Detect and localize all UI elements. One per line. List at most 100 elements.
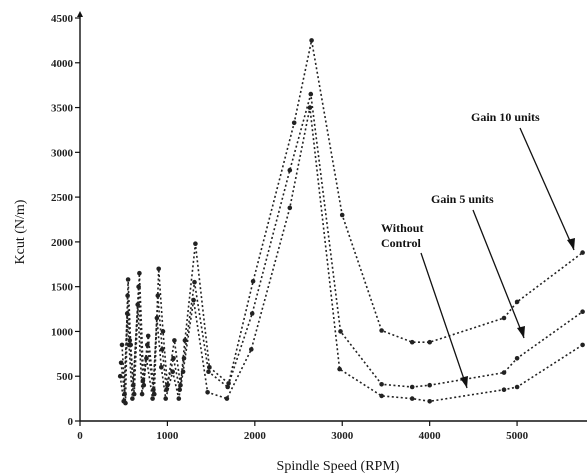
data-point xyxy=(308,91,314,97)
data-point xyxy=(159,365,164,370)
series-line-gain10 xyxy=(121,40,584,404)
x-tick-label: 4000 xyxy=(419,430,442,442)
data-point xyxy=(160,329,166,334)
data-point xyxy=(125,277,131,282)
data-point xyxy=(339,212,345,218)
y-axis-arrowhead xyxy=(77,11,83,17)
x-tick-label: 0 xyxy=(77,430,83,442)
data-point xyxy=(172,338,177,343)
data-point xyxy=(180,369,186,375)
data-point xyxy=(130,396,135,401)
data-point xyxy=(119,342,125,348)
data-point xyxy=(206,369,211,375)
data-point xyxy=(427,382,433,388)
data-point xyxy=(379,328,384,333)
data-point xyxy=(287,167,293,173)
arrow-without-control xyxy=(420,252,468,389)
y-tick-label: 1000 xyxy=(51,326,74,338)
data-point xyxy=(580,309,585,315)
annotation-without-line1: Without xyxy=(381,221,423,235)
data-point xyxy=(409,396,415,401)
data-point xyxy=(176,396,182,401)
arrow-gain5 xyxy=(472,209,525,339)
data-point xyxy=(145,333,151,339)
data-point xyxy=(205,390,210,395)
data-point xyxy=(287,205,293,211)
x-axis-title: Spindle Speed (RPM) xyxy=(277,459,400,474)
data-point xyxy=(249,347,254,352)
y-tick-label: 500 xyxy=(57,371,74,383)
data-point xyxy=(118,360,124,366)
data-point xyxy=(226,381,231,386)
data-point xyxy=(307,105,313,110)
data-point xyxy=(379,393,384,399)
data-point xyxy=(137,270,142,276)
data-point xyxy=(337,366,342,372)
y-tick-label: 2500 xyxy=(51,192,74,204)
data-point xyxy=(501,370,507,375)
data-point xyxy=(501,315,507,321)
annotation-gain5: Gain 5 units xyxy=(431,192,494,206)
annotation-gain10: Gain 10 units xyxy=(471,110,540,124)
data-point xyxy=(150,396,155,401)
x-tick-label: 5000 xyxy=(506,430,529,442)
data-point xyxy=(249,311,255,316)
data-point xyxy=(193,241,198,246)
data-point xyxy=(427,399,433,404)
data-point xyxy=(514,356,520,361)
y-tick-label: 3500 xyxy=(51,103,74,115)
data-point xyxy=(135,302,140,307)
data-point xyxy=(155,293,161,298)
data-point xyxy=(151,387,156,393)
data-point xyxy=(125,293,130,298)
annotation-layer: Gain 10 units Gain 5 units Without Contr… xyxy=(381,110,575,389)
data-point xyxy=(126,342,132,348)
y-tick-label: 0 xyxy=(68,416,74,428)
arrow-gain10 xyxy=(519,127,575,251)
series-without_control xyxy=(117,105,585,404)
y-tick-label: 4500 xyxy=(51,13,74,25)
data-point xyxy=(224,396,230,401)
data-point xyxy=(117,373,123,379)
data-point xyxy=(225,384,230,390)
axes: 0 1000 2000 3000 4000 5000 0 500 1000 1500 2000 250… xyxy=(51,11,587,442)
x-tick-label: 1000 xyxy=(156,430,179,442)
data-point xyxy=(207,365,212,370)
y-tick-label: 3000 xyxy=(51,147,74,159)
data-point xyxy=(250,279,256,284)
data-point xyxy=(163,396,168,401)
y-tick-label: 4000 xyxy=(51,58,74,70)
data-point xyxy=(580,342,585,348)
data-point xyxy=(427,339,433,345)
data-point xyxy=(136,284,141,290)
data-point xyxy=(338,329,343,334)
data-point xyxy=(192,279,197,285)
data-point xyxy=(409,384,415,390)
data-point xyxy=(291,120,297,126)
x-tick-label: 3000 xyxy=(331,430,354,442)
annotation-without-line2: Control xyxy=(381,236,421,250)
data-point xyxy=(145,342,150,348)
data-point xyxy=(124,311,130,316)
y-axis-title: Kcut (N/m) xyxy=(13,199,28,264)
data-point xyxy=(139,391,145,397)
data-point xyxy=(379,382,384,387)
data-point xyxy=(144,356,149,361)
series-line-without_control xyxy=(119,107,584,403)
data-point xyxy=(580,250,585,255)
data-point xyxy=(191,297,196,303)
series-gain10 xyxy=(119,38,585,406)
data-point xyxy=(156,266,161,272)
data-point xyxy=(409,339,415,345)
data-point xyxy=(309,38,314,43)
y-tick-label: 2000 xyxy=(51,237,74,249)
data-point xyxy=(159,347,165,352)
y-tick-label: 1500 xyxy=(51,282,74,294)
data-point xyxy=(171,356,176,361)
series-layer xyxy=(117,38,585,406)
data-point xyxy=(514,384,520,390)
data-point xyxy=(501,387,507,393)
data-point xyxy=(121,399,126,404)
